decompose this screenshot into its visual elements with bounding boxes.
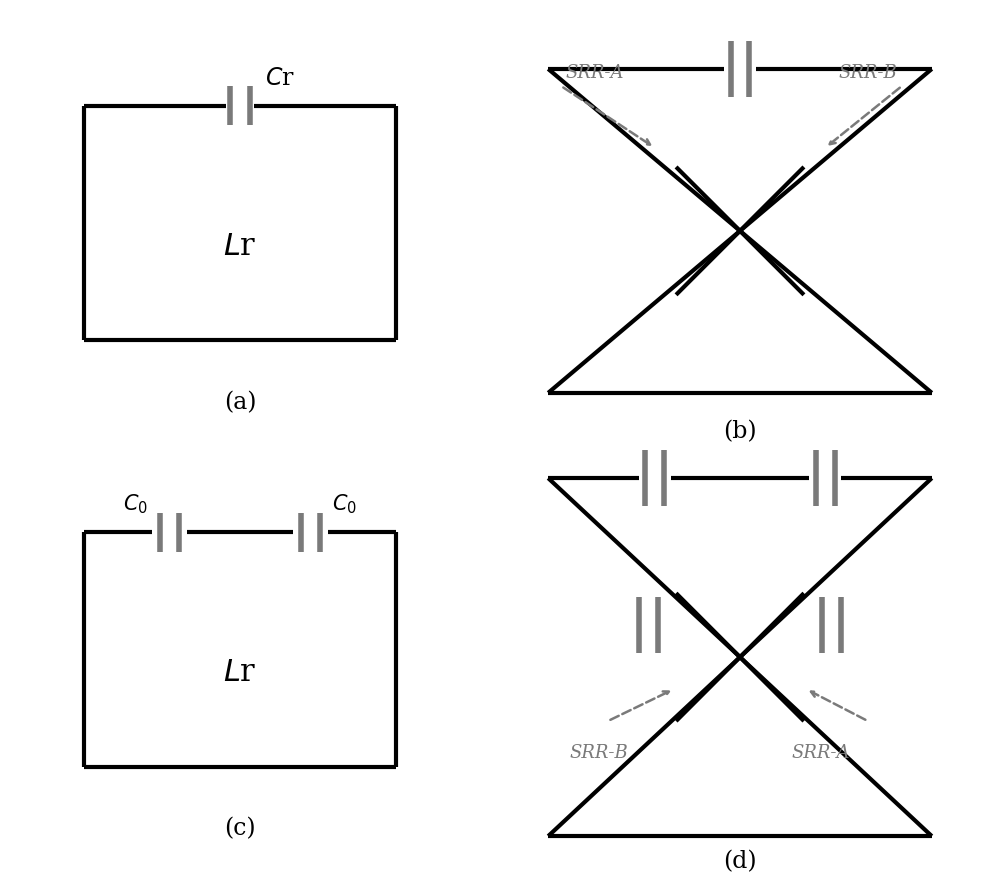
Text: SRR-B: SRR-B <box>570 744 628 763</box>
Text: $C$r: $C$r <box>265 67 295 91</box>
Text: SRR-B: SRR-B <box>838 64 897 82</box>
Text: SRR-A: SRR-A <box>791 744 850 763</box>
Text: SRR-A: SRR-A <box>565 64 624 82</box>
Text: $L$r: $L$r <box>223 657 257 688</box>
Text: $C_0$: $C_0$ <box>123 493 148 517</box>
Text: (d): (d) <box>723 850 757 873</box>
Text: (a): (a) <box>224 392 256 415</box>
Text: $C_0$: $C_0$ <box>332 493 357 517</box>
Text: (c): (c) <box>224 818 256 841</box>
Text: $L$r: $L$r <box>223 231 257 262</box>
Text: (b): (b) <box>723 420 757 443</box>
